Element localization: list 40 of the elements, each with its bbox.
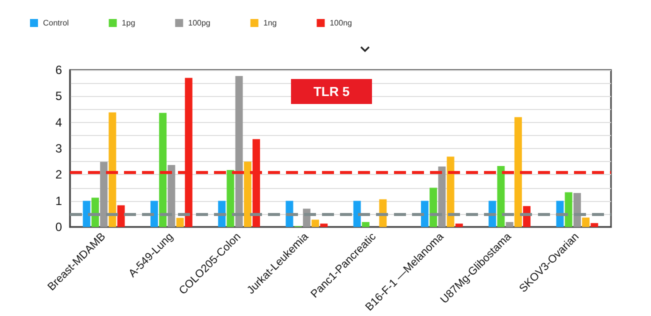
bar <box>362 222 370 227</box>
bar <box>455 224 463 227</box>
bar <box>235 76 243 227</box>
bar <box>82 200 90 227</box>
bar <box>320 224 328 227</box>
bar <box>312 220 320 227</box>
y-tick-label: 0 <box>55 220 62 234</box>
y-tick-label: 1 <box>55 194 62 208</box>
bar <box>438 166 446 227</box>
legend-label: 1ng <box>263 18 277 28</box>
y-tick-label: 4 <box>55 115 62 130</box>
legend-label: Control <box>43 18 70 28</box>
bar <box>497 166 505 227</box>
legend-label: 100ng <box>330 18 352 28</box>
bar <box>590 223 598 227</box>
bar <box>244 162 252 227</box>
y-tick-label: 6 <box>55 63 62 77</box>
bar <box>514 117 522 227</box>
legend-label: 100pg <box>188 18 210 28</box>
bar <box>168 164 176 227</box>
legend-label: 1pg <box>122 18 136 28</box>
bar <box>226 170 234 227</box>
y-tick-label: 3 <box>55 142 62 156</box>
title-box: TLR 5 <box>291 79 372 104</box>
bar <box>564 192 572 227</box>
bar <box>353 200 361 227</box>
y-tick-label: 2 <box>55 168 62 182</box>
bar <box>430 188 438 227</box>
bar <box>506 222 514 227</box>
bar <box>117 205 125 227</box>
bar <box>573 192 581 227</box>
bar <box>420 200 428 227</box>
bar <box>446 156 454 227</box>
bar <box>150 200 158 227</box>
bar <box>582 218 590 227</box>
bar <box>108 112 116 227</box>
y-tick-label: 5 <box>55 89 62 104</box>
bar <box>176 218 184 227</box>
bar <box>100 162 108 227</box>
bar <box>159 112 167 227</box>
